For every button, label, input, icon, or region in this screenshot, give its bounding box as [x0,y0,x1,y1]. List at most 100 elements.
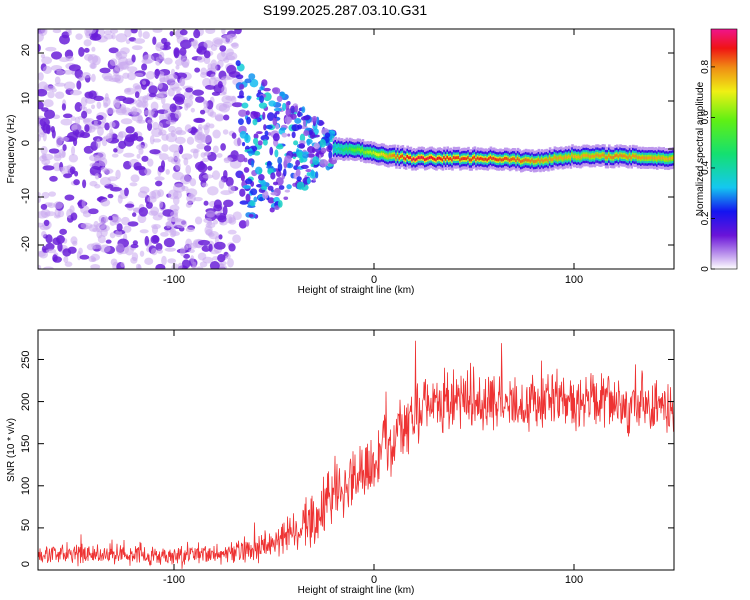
noise-blob [214,113,225,122]
signal-blob [267,197,275,204]
noise-blob [124,203,135,208]
noise-blob [98,214,108,224]
noise-blob [154,68,161,77]
ridge-cell [492,156,496,160]
noise-blob [147,121,153,131]
signal-blob [246,95,251,101]
ridge-cell [422,156,425,160]
noise-blob [48,148,60,154]
noise-blob [139,250,145,257]
signal-blob [257,89,262,94]
signal-blob [294,117,302,124]
ridge-cell [392,154,395,157]
noise-blob [86,108,92,115]
ridge-cell [548,156,552,160]
noise-blob [127,66,138,73]
noise-blob [90,264,101,269]
noise-blob [91,242,102,250]
ridge-cell [403,156,406,160]
noise-blob [79,132,91,139]
noise-blob [38,132,45,138]
noise-blob [83,47,90,53]
signal-blob [303,115,311,121]
signal-blob [243,166,250,173]
ridge-cell [619,153,622,157]
ridge-cell [393,153,397,157]
ridge-cell [366,150,369,154]
ridge-cell [640,156,643,160]
noise-blob [203,56,211,65]
colorbar-tick-label: 0.4 [700,161,711,175]
signal-blob [259,95,265,103]
noise-blob [103,30,113,35]
noise-blob [135,144,145,150]
ridge-cell [470,158,473,162]
noise-blob [158,82,163,90]
noise-blob [62,144,67,152]
signal-blob [267,185,274,191]
signal-blob [245,178,253,185]
noise-blob [131,54,136,63]
noise-blob [179,247,186,257]
ridge-cell [574,154,577,158]
spectrogram-ridge [332,136,674,173]
ridge-cell [667,157,670,161]
ridge-cell [360,149,363,153]
noise-blob [174,112,181,119]
signal-blob [291,131,296,139]
y-tick-label: 250 [20,350,32,368]
signal-blob [253,133,259,140]
noise-blob [89,34,102,41]
noise-blob [136,136,144,142]
ridge-cell [665,157,669,161]
ridge-cell [467,156,470,160]
spectrogram-y-label: Frequency (Hz) [6,115,17,184]
ridge-cell [529,159,533,163]
noise-blob [224,55,236,61]
ridge-cell [547,159,550,163]
signal-blob [276,95,283,103]
signal-blob [278,185,285,190]
signal-blob [307,146,315,154]
noise-blob [87,54,99,64]
noise-blob [53,154,62,162]
ridge-cell [340,147,344,151]
ridge-cell [616,153,619,157]
y-tick-label: 10 [20,92,32,104]
noise-blob [218,234,223,240]
noise-blob [137,264,142,269]
noise-blob [161,133,169,141]
ridge-cell [603,153,606,157]
noise-blob [194,161,206,171]
noise-blob [71,123,78,131]
x-tick-label: -100 [163,574,185,586]
signal-blob [313,142,320,150]
ridge-cell [475,158,478,161]
noise-blob [81,199,86,208]
ridge-cell [649,156,653,160]
noise-blob [225,48,234,56]
ridge-cell [348,147,352,150]
noise-blob [203,124,210,135]
signal-blob [273,107,282,112]
ridge-cell [350,147,353,151]
noise-blob [58,57,70,63]
signal-blob [239,188,246,197]
noise-blob [107,193,114,199]
noise-blob [115,243,125,254]
noise-blob [121,107,132,116]
noise-blob [80,105,86,110]
noise-blob [214,210,221,216]
noise-blob [78,247,83,255]
noise-blob [196,266,204,269]
noise-blob [190,107,195,113]
signal-blob [298,152,303,158]
ridge-cell [430,155,433,159]
noise-blob [152,36,157,45]
ridge-cell [561,157,565,161]
noise-blob [83,39,92,47]
noise-blob [137,114,143,124]
noise-blob [50,64,63,71]
noise-blob [173,47,180,58]
noise-blob [41,230,47,238]
